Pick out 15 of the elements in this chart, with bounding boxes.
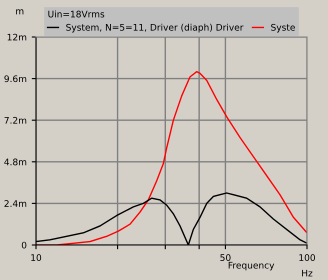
legend-label: System, N=5=11, Driver (diaph) Driver <box>66 24 244 32</box>
y-tick-label: 0 <box>22 242 26 249</box>
y-tick-label: 12m <box>8 34 26 40</box>
y-tick-label: 9.6m <box>4 75 26 82</box>
x-tick-label: 50 <box>220 254 231 262</box>
x-tick-label: 100 <box>299 254 316 262</box>
y-tick-label: 7.2m <box>4 116 26 124</box>
y-axis-title: m <box>16 9 24 14</box>
x-axis-title: Frequency <box>228 262 274 270</box>
x-tick-label: 10 <box>31 254 42 262</box>
text: Hz <box>302 270 312 276</box>
y-tick-label: 4.8m <box>4 158 26 166</box>
legend-title: Uin=18Vrms <box>48 10 104 18</box>
y-tick-label: 2.4m <box>4 200 26 207</box>
legend-label: Syste <box>271 24 295 32</box>
